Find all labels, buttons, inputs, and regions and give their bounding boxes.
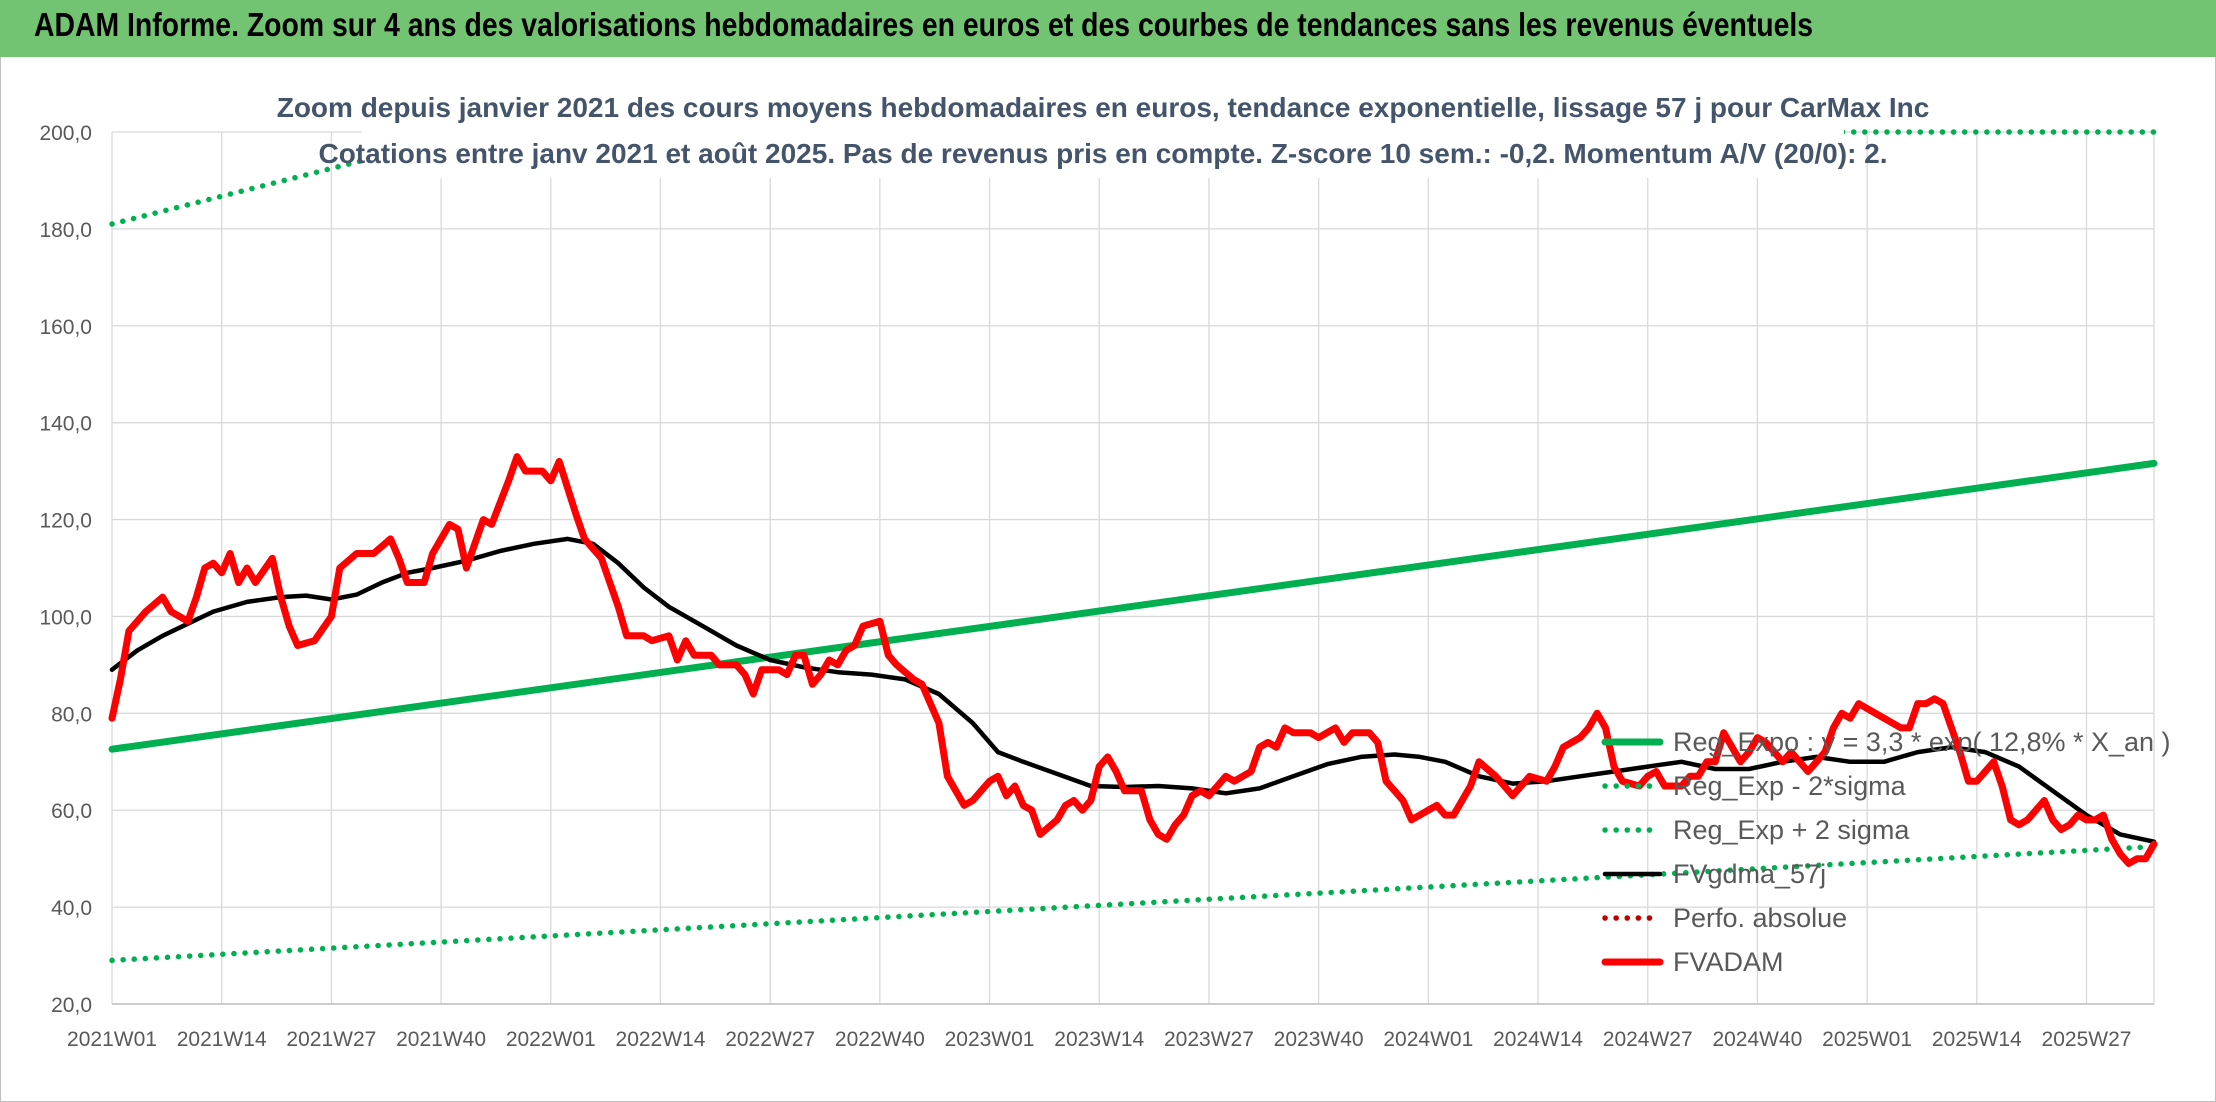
series-line-fvadam	[108, 453, 2158, 867]
y-tick-label: 180,0	[39, 219, 92, 242]
header-title: ADAM Informe. Zoom sur 4 ans des valoris…	[34, 6, 1814, 43]
x-tick-label: 2024W14	[1493, 1028, 1583, 1051]
legend-label: Reg_Exp - 2*sigma	[1673, 771, 1907, 801]
x-tick-label: 2025W14	[1932, 1028, 2022, 1051]
legend-label: Perfo. absolue	[1673, 903, 1847, 933]
x-tick-label: 2024W40	[1712, 1028, 1802, 1051]
series-layer	[108, 129, 2158, 964]
legend-label: FVgdma_57j	[1673, 859, 1826, 889]
x-tick-label: 2021W27	[286, 1028, 376, 1051]
x-tick-label: 2021W14	[177, 1028, 267, 1051]
legend-label: FVADAM	[1673, 947, 1784, 977]
y-tick-label: 160,0	[39, 316, 92, 339]
chart-subtitle: Cotations entre janv 2021 et août 2025. …	[318, 138, 1887, 169]
x-tick-label: 2021W40	[396, 1028, 486, 1051]
header-banner: ADAM Informe. Zoom sur 4 ans des valoris…	[0, 0, 2216, 57]
y-axis: 20,0 40,0 60,0 80,0 100,0 120,0 140,0 160,0 180,…	[39, 122, 92, 1017]
x-tick-label: 2022W40	[835, 1028, 925, 1051]
x-tick-label: 2025W27	[2042, 1028, 2132, 1051]
series-line-reg-expo-y-3-3-exp-12-8-x-an	[108, 459, 2158, 753]
x-tick-label: 2023W01	[945, 1028, 1035, 1051]
legend: Reg_Expo : y = 3,3 * exp( 12,8% * X_an )…	[1601, 727, 2171, 977]
y-tick-label: 200,0	[39, 122, 92, 145]
y-tick-label: 120,0	[39, 510, 92, 533]
y-tick-label: 80,0	[51, 703, 92, 726]
y-tick-label: 100,0	[39, 606, 92, 629]
x-tick-label: 2022W14	[616, 1028, 706, 1051]
x-tick-label: 2023W27	[1164, 1028, 1254, 1051]
legend-label: Reg_Expo : y = 3,3 * exp( 12,8% * X_an )	[1673, 727, 2171, 757]
x-axis: 2021W01 2021W14 2021W27 2021W40 2022W01 2022W…	[67, 1003, 2154, 1051]
legend-label: Reg_Exp + 2 sigma	[1673, 815, 1910, 845]
x-tick-label: 2024W27	[1603, 1028, 1693, 1051]
x-tick-label: 2024W01	[1383, 1028, 1473, 1051]
series-line-reg-exp-2-sigma	[109, 843, 2157, 964]
x-tick-label: 2023W14	[1054, 1028, 1144, 1051]
x-tick-label: 2022W01	[506, 1028, 596, 1051]
title-background	[362, 82, 1844, 178]
y-tick-label: 20,0	[51, 994, 92, 1017]
y-tick-label: 40,0	[51, 897, 92, 920]
x-tick-label: 2025W01	[1822, 1028, 1912, 1051]
grid	[111, 131, 2155, 1005]
chart-title: Zoom depuis janvier 2021 des cours moyen…	[277, 92, 1930, 123]
x-tick-label: 2021W01	[67, 1028, 157, 1051]
x-tick-label: 2023W40	[1274, 1028, 1364, 1051]
x-tick-label: 2022W27	[725, 1028, 815, 1051]
y-tick-label: 60,0	[51, 800, 92, 823]
y-tick-label: 140,0	[39, 413, 92, 436]
